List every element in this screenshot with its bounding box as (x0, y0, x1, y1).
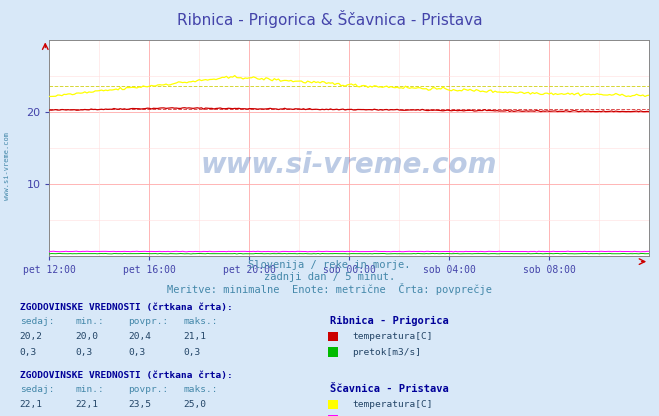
Text: maks.:: maks.: (183, 385, 217, 394)
Text: Slovenija / reke in morje.: Slovenija / reke in morje. (248, 260, 411, 270)
Text: 20,2: 20,2 (20, 332, 43, 342)
Text: 20,4: 20,4 (129, 332, 152, 342)
Text: zadnji dan / 5 minut.: zadnji dan / 5 minut. (264, 272, 395, 282)
Text: temperatura[C]: temperatura[C] (353, 400, 433, 409)
Text: povpr.:: povpr.: (129, 317, 169, 326)
Text: 25,0: 25,0 (183, 400, 206, 409)
Text: 21,1: 21,1 (183, 332, 206, 342)
Text: sedaj:: sedaj: (20, 317, 54, 326)
Text: www.si-vreme.com: www.si-vreme.com (3, 132, 10, 201)
Text: min.:: min.: (76, 317, 105, 326)
Text: 0,3: 0,3 (183, 348, 200, 357)
Text: 22,1: 22,1 (20, 400, 43, 409)
Text: ZGODOVINSKE VREDNOSTI (črtkana črta):: ZGODOVINSKE VREDNOSTI (črtkana črta): (20, 303, 233, 312)
Text: min.:: min.: (76, 385, 105, 394)
Text: 20,0: 20,0 (76, 332, 99, 342)
Text: temperatura[C]: temperatura[C] (353, 332, 433, 342)
Text: ZGODOVINSKE VREDNOSTI (črtkana črta):: ZGODOVINSKE VREDNOSTI (črtkana črta): (20, 371, 233, 380)
Text: maks.:: maks.: (183, 317, 217, 326)
Text: 0,3: 0,3 (129, 348, 146, 357)
Text: Ščavnica - Pristava: Ščavnica - Pristava (330, 384, 448, 394)
Text: www.si-vreme.com: www.si-vreme.com (201, 151, 498, 179)
Text: Ribnica - Prigorica & Ščavnica - Pristava: Ribnica - Prigorica & Ščavnica - Pristav… (177, 10, 482, 28)
Text: 22,1: 22,1 (76, 400, 99, 409)
Text: 23,5: 23,5 (129, 400, 152, 409)
Text: Ribnica - Prigorica: Ribnica - Prigorica (330, 316, 448, 326)
Text: Meritve: minimalne  Enote: metrične  Črta: povprečje: Meritve: minimalne Enote: metrične Črta:… (167, 283, 492, 295)
Text: pretok[m3/s]: pretok[m3/s] (353, 348, 422, 357)
Text: 0,3: 0,3 (76, 348, 93, 357)
Text: 0,3: 0,3 (20, 348, 37, 357)
Text: sedaj:: sedaj: (20, 385, 54, 394)
Text: povpr.:: povpr.: (129, 385, 169, 394)
